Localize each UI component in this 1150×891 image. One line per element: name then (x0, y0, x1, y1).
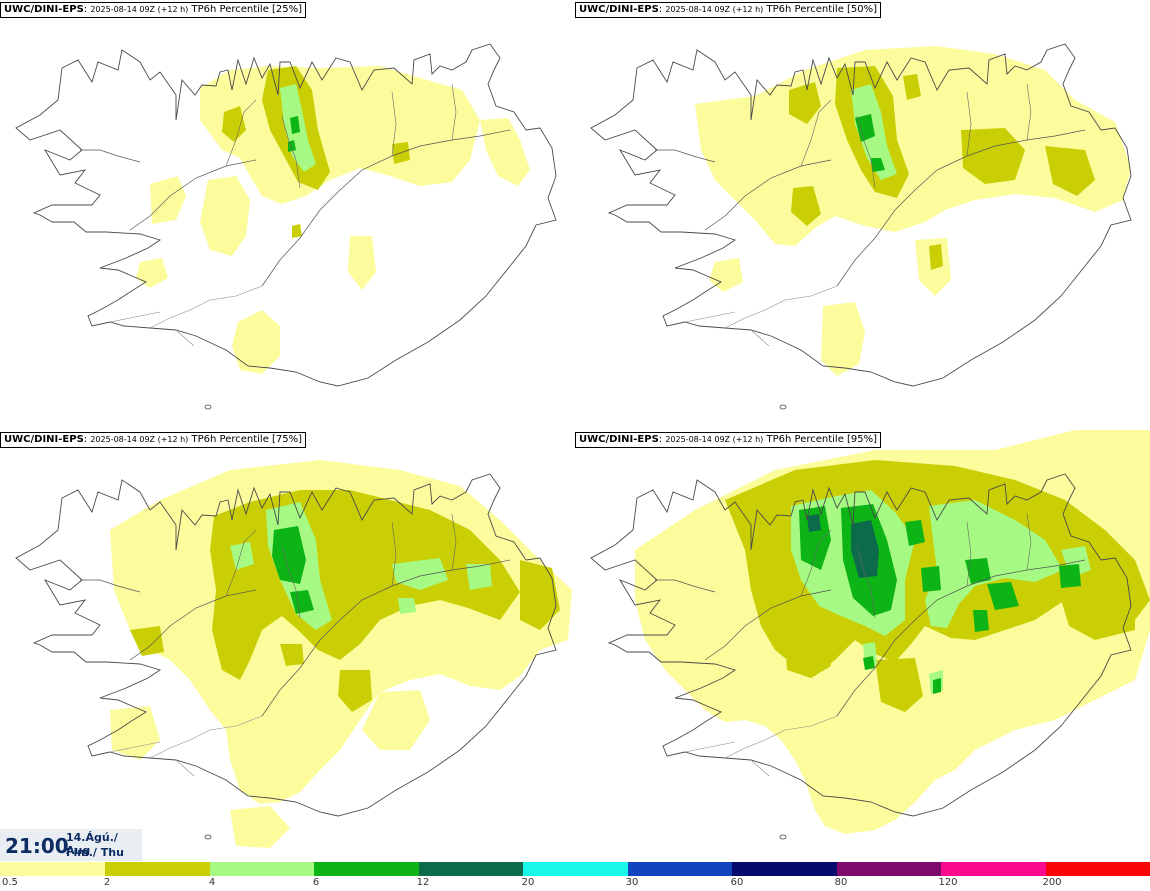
map-panel-p25: UWC/DINI-EPS: 2025-08-14 09Z (+12 h) TP6… (0, 0, 575, 430)
legend-swatch-6 (628, 862, 732, 876)
panel-title-p95: UWC/DINI-EPS: 2025-08-14 09Z (+12 h) TP6… (575, 432, 882, 448)
valid-date: 14.Ágú./ Aug (66, 831, 118, 857)
legend-tick: 200 (1042, 877, 1062, 888)
legend-swatch-8 (837, 862, 941, 876)
color-legend: 0.5 2 4 6 12 20 30 60 80 120 200 (0, 862, 1150, 891)
run-info: 2025-08-14 09Z (+12 h) (90, 435, 189, 444)
field-name: TP6h Percentile [75%] (191, 434, 303, 445)
run-info: 2025-08-14 09Z (+12 h) (665, 5, 764, 14)
field-name: TP6h Percentile [25%] (191, 4, 303, 15)
precip-map-p75 (0, 460, 572, 848)
run-info: 2025-08-14 09Z (+12 h) (665, 435, 764, 444)
legend-swatch-0 (0, 862, 105, 876)
legend-tick: 80 (834, 877, 848, 888)
legend-tick: 6 (312, 877, 320, 888)
precip-map-p50 (575, 0, 1150, 430)
panel-title-p25: UWC/DINI-EPS: 2025-08-14 09Z (+12 h) TP6… (0, 2, 307, 18)
legend-tick: 12 (416, 877, 430, 888)
valid-time-box: 21:00 14.Ágú./ Aug Fim./ Thu (0, 829, 142, 861)
map-panel-p75: UWC/DINI-EPS: 2025-08-14 09Z (+12 h) TP6… (0, 430, 575, 860)
legend-swatch-7 (732, 862, 837, 876)
legend-tick: 60 (730, 877, 744, 888)
legend-swatch-2 (210, 862, 314, 876)
legend-swatch-3 (314, 862, 419, 876)
legend-swatch-1 (105, 862, 210, 876)
legend-swatch-9 (941, 862, 1046, 876)
legend-tick: 4 (208, 877, 216, 888)
field-name: TP6h Percentile [50%] (766, 4, 878, 15)
legend-tick: 30 (625, 877, 639, 888)
panel-title-p50: UWC/DINI-EPS: 2025-08-14 09Z (+12 h) TP6… (575, 2, 882, 18)
run-info: 2025-08-14 09Z (+12 h) (90, 5, 189, 14)
legend-swatch-4 (419, 862, 523, 876)
model-name: UWC/DINI-EPS (4, 434, 84, 445)
field-name: TP6h Percentile [95%] (766, 434, 878, 445)
valid-day: Fim./ Thu (66, 846, 124, 859)
map-panel-p50: UWC/DINI-EPS: 2025-08-14 09Z (+12 h) TP6… (575, 0, 1150, 430)
precip-map-p25 (0, 0, 575, 430)
panel-title-p75: UWC/DINI-EPS: 2025-08-14 09Z (+12 h) TP6… (0, 432, 307, 448)
legend-tick: 120 (938, 877, 958, 888)
legend-tick: 2 (103, 877, 111, 888)
legend-swatch-5 (523, 862, 628, 876)
model-name: UWC/DINI-EPS (4, 4, 84, 15)
model-name: UWC/DINI-EPS (579, 434, 659, 445)
legend-tick: 0.5 (2, 877, 18, 888)
valid-hour: 21:00 (5, 834, 69, 858)
legend-swatch-10 (1046, 862, 1150, 876)
precip-map-p95 (575, 430, 1150, 860)
legend-tick: 20 (521, 877, 535, 888)
map-panel-p95: UWC/DINI-EPS: 2025-08-14 09Z (+12 h) TP6… (575, 430, 1150, 860)
model-name: UWC/DINI-EPS (579, 4, 659, 15)
